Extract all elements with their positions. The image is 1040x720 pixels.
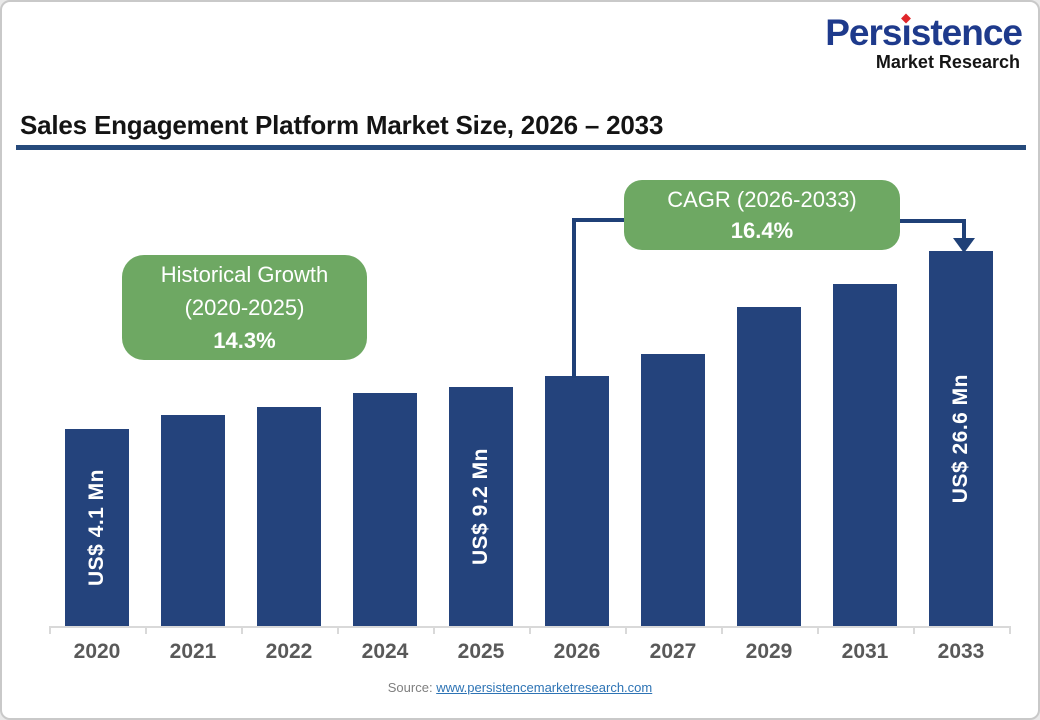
source-link[interactable]: www.persistencemarketresearch.com — [436, 680, 653, 695]
bar-2021 — [161, 415, 225, 626]
bar-value-label-2020: US$ 4.1 Mn — [85, 468, 108, 587]
x-axis-tick — [529, 626, 531, 634]
bar-2024 — [353, 393, 417, 626]
company-logo: Persıstence Market Research — [825, 12, 1023, 72]
cagr-connector-right-vertical — [962, 219, 966, 239]
bar-2020: US$ 4.1 Mn — [65, 429, 129, 626]
cagr-connector-left-vertical — [572, 218, 576, 378]
source-line: Source: www.persistencemarketresearch.co… — [2, 680, 1038, 695]
x-tick-label-2022: 2022 — [265, 640, 313, 663]
historical-growth-line1: Historical Growth — [160, 262, 329, 287]
logo-brand-part2: stence — [910, 12, 1023, 53]
x-axis-tick — [145, 626, 147, 634]
x-axis-tick — [817, 626, 819, 634]
logo-subtitle: Market Research — [875, 52, 1020, 72]
x-tick-label-2024: 2024 — [361, 640, 409, 663]
x-tick-label-2031: 2031 — [841, 640, 889, 663]
cagr-connector-right-horizontal — [898, 219, 966, 223]
x-tick-label-2033: 2033 — [937, 640, 985, 663]
bar-2026 — [545, 376, 609, 626]
x-tick-label-2020: 2020 — [73, 640, 121, 663]
bar-2022 — [257, 407, 321, 626]
logo-brand-text: Persıstence — [825, 12, 1023, 53]
x-axis-tick — [337, 626, 339, 634]
x-tick-label-2026: 2026 — [553, 640, 601, 663]
cagr-arrow-down-icon — [953, 238, 975, 253]
logo-brand-part1: Pers — [825, 12, 902, 53]
bar-2029 — [737, 307, 801, 626]
x-axis-tick — [433, 626, 435, 634]
bar-value-label-2025: US$ 9.2 Mn — [469, 447, 492, 566]
bar-2033: US$ 26.6 Mn — [929, 251, 993, 626]
cagr-line1: CAGR (2026-2033) — [667, 187, 857, 212]
bar-2025: US$ 9.2 Mn — [449, 387, 513, 626]
x-axis-tick — [49, 626, 51, 634]
x-axis-tick — [241, 626, 243, 634]
page-title: Sales Engagement Platform Market Size, 2… — [20, 110, 664, 140]
bar-2031 — [833, 284, 897, 626]
source-label: Source: — [387, 680, 433, 695]
historical-growth-callout: Historical Growth (2020-2025) 14.3% — [122, 255, 367, 360]
cagr-value: 16.4% — [730, 218, 794, 243]
historical-growth-line2: (2020-2025) — [184, 295, 305, 320]
x-tick-label-2027: 2027 — [649, 640, 697, 663]
cagr-callout: CAGR (2026-2033) 16.4% — [624, 180, 900, 250]
title-underline — [16, 145, 1026, 150]
x-tick-label-2021: 2021 — [169, 640, 217, 663]
bar-2027 — [641, 354, 705, 626]
x-axis-tick — [625, 626, 627, 634]
x-axis-tick — [721, 626, 723, 634]
x-axis-tick — [913, 626, 915, 634]
bar-value-label-2033: US$ 26.6 Mn — [949, 373, 972, 504]
x-tick-label-2029: 2029 — [745, 640, 793, 663]
historical-growth-value: 14.3% — [213, 328, 276, 353]
x-axis-tick — [1009, 626, 1011, 634]
x-tick-label-2025: 2025 — [457, 640, 505, 663]
logo-red-dot-i: ı — [901, 12, 911, 53]
cagr-connector-left-horizontal — [572, 218, 626, 222]
